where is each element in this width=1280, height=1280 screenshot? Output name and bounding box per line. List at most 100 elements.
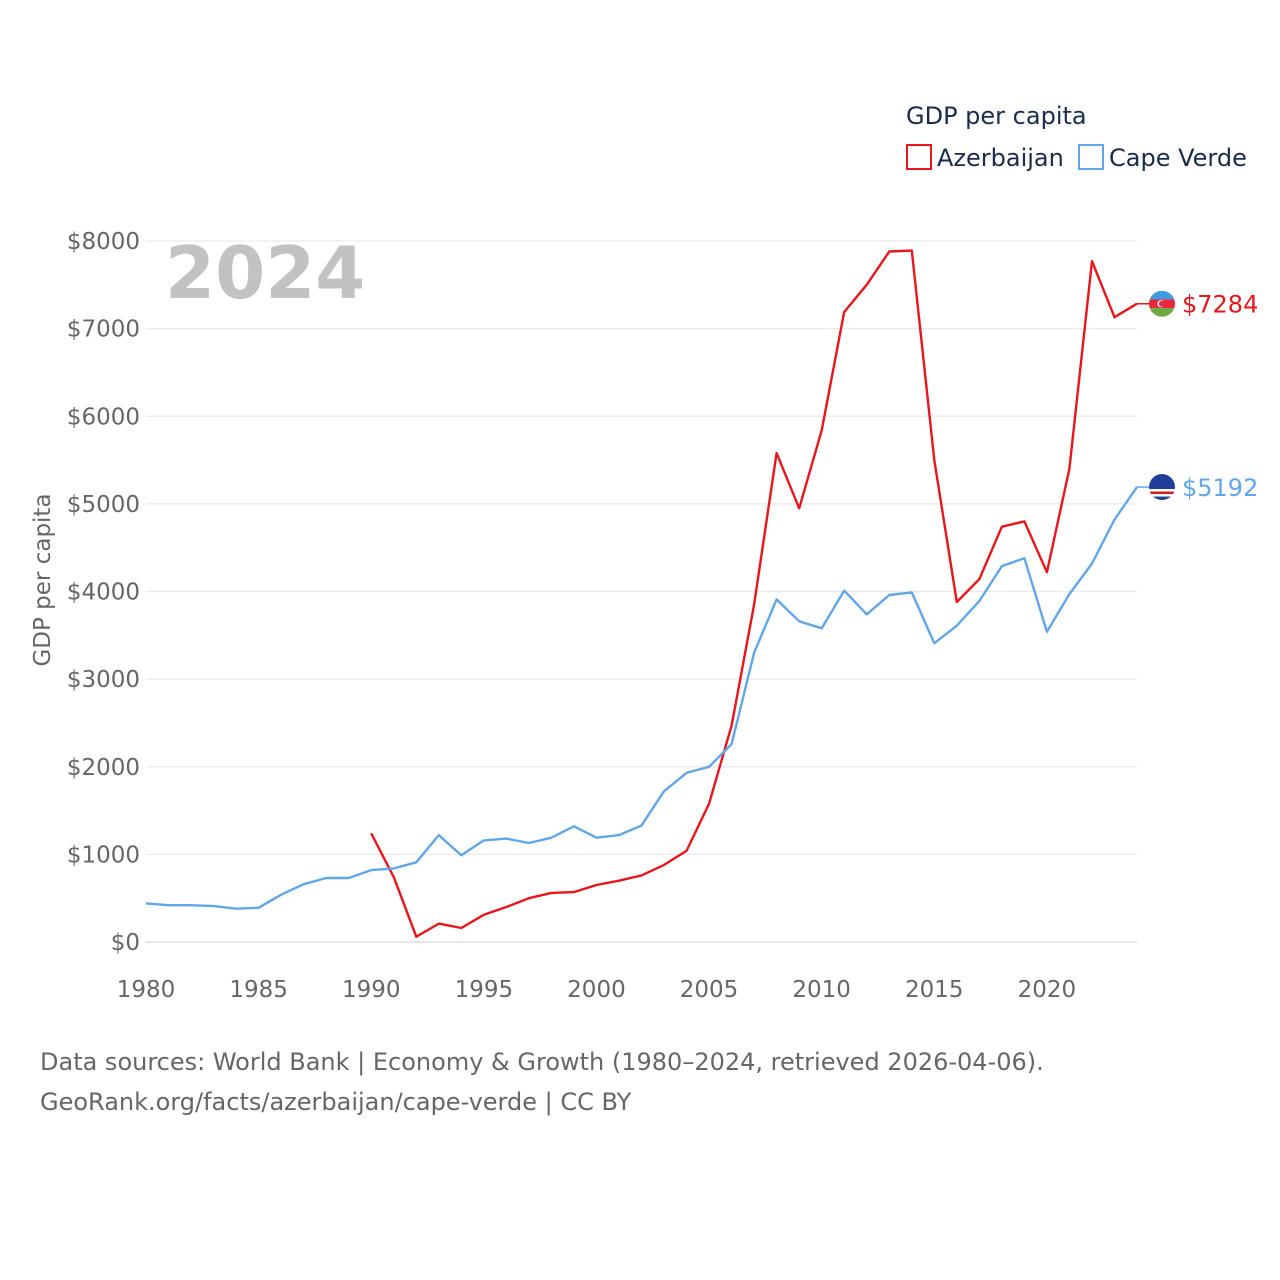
x-tick-label: 1980 xyxy=(117,977,176,1003)
data-point[interactable] xyxy=(324,876,328,880)
data-point[interactable] xyxy=(842,310,846,314)
data-point[interactable] xyxy=(1022,556,1026,560)
data-point[interactable] xyxy=(640,873,644,877)
data-point[interactable] xyxy=(820,626,824,630)
data-point[interactable] xyxy=(775,451,779,455)
data-point[interactable] xyxy=(932,641,936,645)
data-point[interactable] xyxy=(302,882,306,886)
data-point[interactable] xyxy=(437,922,441,926)
data-point[interactable] xyxy=(1112,518,1116,522)
data-point[interactable] xyxy=(414,935,418,939)
legend-swatch-cape-verde[interactable] xyxy=(1078,144,1104,170)
data-point[interactable] xyxy=(797,619,801,623)
data-point[interactable] xyxy=(887,593,891,597)
data-point[interactable] xyxy=(910,249,914,253)
data-point[interactable] xyxy=(279,893,283,897)
data-point[interactable] xyxy=(392,866,396,870)
data-point[interactable] xyxy=(685,849,689,853)
data-point[interactable] xyxy=(369,831,373,835)
data-point[interactable] xyxy=(347,876,351,880)
data-point[interactable] xyxy=(842,589,846,593)
data-point[interactable] xyxy=(504,837,508,841)
data-point[interactable] xyxy=(257,906,261,910)
azerbaijan-flag-icon xyxy=(1149,290,1175,317)
data-point[interactable] xyxy=(234,907,238,911)
data-point[interactable] xyxy=(1000,564,1004,568)
data-point[interactable] xyxy=(482,913,486,917)
data-point[interactable] xyxy=(797,506,801,510)
data-point[interactable] xyxy=(977,599,981,603)
data-point[interactable] xyxy=(504,905,508,909)
data-point[interactable] xyxy=(865,612,869,616)
series-points-cape-verde xyxy=(144,485,1139,911)
data-point[interactable] xyxy=(572,890,576,894)
data-point[interactable] xyxy=(437,833,441,837)
legend-label-cape-verde[interactable]: Cape Verde xyxy=(1109,144,1247,172)
data-point[interactable] xyxy=(955,624,959,628)
data-point[interactable] xyxy=(527,896,531,900)
x-axis-ticks: 1980 1985 1990 1995 2000 2005 2010 2015 2020 xyxy=(117,977,1076,1003)
data-point[interactable] xyxy=(707,802,711,806)
data-point[interactable] xyxy=(685,771,689,775)
data-point[interactable] xyxy=(1000,525,1004,529)
data-point[interactable] xyxy=(1022,519,1026,523)
data-point[interactable] xyxy=(527,841,531,845)
data-point[interactable] xyxy=(414,860,418,864)
data-point[interactable] xyxy=(730,724,734,728)
grid-lines xyxy=(146,240,1137,943)
legend-title: GDP per capita xyxy=(906,102,1087,130)
legend-label-azerbaijan[interactable]: Azerbaijan xyxy=(937,144,1064,172)
series-line-cape-verde[interactable] xyxy=(145,486,1138,910)
data-point[interactable] xyxy=(1067,592,1071,596)
series-line-azerbaijan[interactable] xyxy=(370,249,1138,938)
data-point[interactable] xyxy=(212,904,216,908)
data-point[interactable] xyxy=(572,824,576,828)
data-point[interactable] xyxy=(617,879,621,883)
data-point[interactable] xyxy=(617,833,621,837)
legend-swatch-azerbaijan[interactable] xyxy=(906,144,932,170)
data-point[interactable] xyxy=(392,875,396,879)
x-tick-label: 2020 xyxy=(1018,977,1077,1003)
data-point[interactable] xyxy=(775,597,779,601)
data-point[interactable] xyxy=(662,863,666,867)
data-point[interactable] xyxy=(459,853,463,857)
data-point[interactable] xyxy=(662,789,666,793)
data-point[interactable] xyxy=(932,458,936,462)
data-point[interactable] xyxy=(730,742,734,746)
data-point[interactable] xyxy=(144,901,148,905)
data-point[interactable] xyxy=(1112,315,1116,319)
data-point[interactable] xyxy=(955,600,959,604)
x-tick-label: 1995 xyxy=(455,977,514,1003)
data-point[interactable] xyxy=(887,250,891,254)
data-point[interactable] xyxy=(820,428,824,432)
data-point[interactable] xyxy=(369,868,373,872)
data-point[interactable] xyxy=(977,577,981,581)
data-point[interactable] xyxy=(910,590,914,594)
series-lines xyxy=(144,249,1139,939)
data-point[interactable] xyxy=(549,891,553,895)
data-point[interactable] xyxy=(707,765,711,769)
y-tick-label: $8000 xyxy=(67,229,140,255)
data-point[interactable] xyxy=(752,651,756,655)
data-point[interactable] xyxy=(752,603,756,607)
data-point[interactable] xyxy=(167,903,171,907)
data-point[interactable] xyxy=(1067,467,1071,471)
data-point[interactable] xyxy=(189,903,193,907)
data-point[interactable] xyxy=(1045,630,1049,634)
data-point[interactable] xyxy=(865,283,869,287)
y-tick-label: $4000 xyxy=(67,580,140,606)
x-tick-label: 2000 xyxy=(567,977,626,1003)
data-point[interactable] xyxy=(594,883,598,887)
data-point[interactable] xyxy=(1090,259,1094,263)
data-point[interactable] xyxy=(482,838,486,842)
footer-link[interactable]: GeoRank.org/facts/azerbaijan/cape-verde … xyxy=(40,1088,632,1116)
data-point[interactable] xyxy=(549,836,553,840)
data-point[interactable] xyxy=(640,823,644,827)
y-tick-label: $7000 xyxy=(67,317,140,343)
y-axis-ticks: $0 $1000 $2000 $3000 $4000 $5000 $6000 $7000 $80… xyxy=(67,229,140,956)
data-point[interactable] xyxy=(594,836,598,840)
data-point[interactable] xyxy=(1090,561,1094,565)
data-point[interactable] xyxy=(459,926,463,930)
data-point[interactable] xyxy=(1045,570,1049,574)
